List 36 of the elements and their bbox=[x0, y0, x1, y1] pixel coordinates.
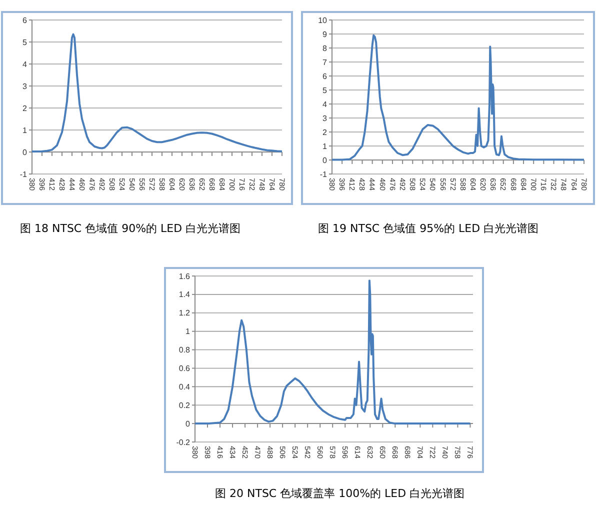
y-tick-label: 0.2 bbox=[178, 400, 191, 410]
line-series bbox=[331, 34, 585, 161]
y-tick-label: 0.4 bbox=[178, 382, 191, 392]
y-tick-label: 4 bbox=[322, 100, 328, 109]
y-tick-label: 1.4 bbox=[178, 290, 191, 300]
y-tick-label: 3 bbox=[22, 82, 28, 91]
y-tick-label: 1 bbox=[186, 327, 191, 336]
y-tick-label: 2 bbox=[322, 128, 328, 137]
y-tick-label: 6 bbox=[322, 72, 328, 81]
y-tick-label: 10 bbox=[318, 16, 328, 25]
y-tick-label: 7 bbox=[322, 58, 328, 67]
y-tick-label: -1 bbox=[320, 170, 328, 179]
y-tick-label: 0.6 bbox=[178, 364, 191, 374]
caption: 图 18 NTSC 色域值 90%的 LED 白光光谱图 bbox=[20, 222, 241, 235]
y-tick-label: 3 bbox=[322, 114, 328, 123]
y-tick-label: 1.2 bbox=[178, 308, 191, 318]
y-tick-label: 0 bbox=[322, 156, 328, 165]
y-tick-label: 1 bbox=[22, 126, 28, 135]
y-tick-label: 6 bbox=[22, 16, 28, 25]
line-series bbox=[31, 33, 283, 153]
y-tick-label: 0 bbox=[22, 148, 28, 157]
line-series bbox=[194, 280, 472, 425]
y-tick-label: -0.2 bbox=[176, 438, 191, 447]
y-tick-label: 1.6 bbox=[178, 272, 191, 281]
caption: 图 20 NTSC 色域覆盖率 100%的 LED 白光光谱图 bbox=[215, 487, 465, 500]
y-tick-label: -1 bbox=[20, 170, 28, 179]
y-tick-label: 9 bbox=[322, 30, 328, 39]
y-tick-label: 8 bbox=[322, 44, 328, 53]
y-tick-label: 5 bbox=[322, 86, 328, 95]
y-tick-label: 0 bbox=[186, 419, 191, 428]
y-tick-label: 5 bbox=[22, 38, 28, 47]
y-tick-label: 2 bbox=[22, 104, 28, 113]
y-tick-label: 4 bbox=[22, 60, 28, 69]
y-tick-label: 0.8 bbox=[178, 346, 191, 355]
caption: 图 19 NTSC 色域值 95%的 LED 白光光谱图 bbox=[318, 222, 539, 235]
y-tick-label: 1 bbox=[322, 142, 328, 151]
